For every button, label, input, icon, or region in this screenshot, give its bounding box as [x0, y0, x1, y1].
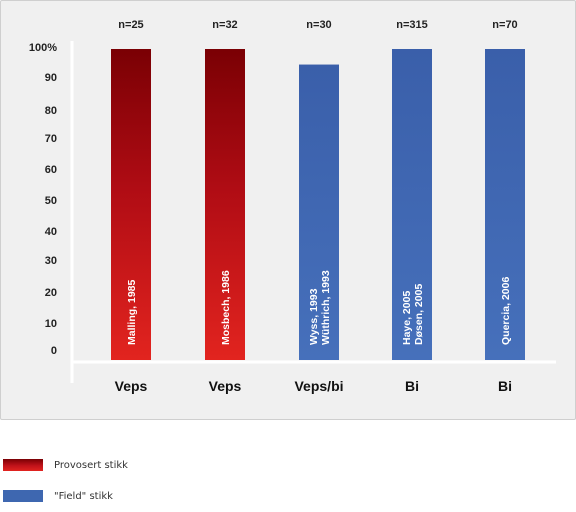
- bar: [205, 49, 245, 360]
- count-label: n=30: [306, 19, 331, 31]
- bar-reference-label: Wyss, 1993: [308, 288, 320, 345]
- y-tick-label: 20: [45, 287, 57, 299]
- bar: [299, 64, 339, 361]
- category-label: Bi: [405, 378, 419, 394]
- bar-reference-label: Quercia, 2006: [500, 277, 512, 345]
- bar-reference-label: Mosbech, 1986: [220, 270, 232, 345]
- y-tick-label: 100%: [29, 42, 57, 54]
- category-label: Veps: [115, 378, 148, 394]
- bar: [111, 49, 151, 360]
- bar-reference-label: Døsen, 2005: [413, 284, 425, 345]
- count-label: n=25: [118, 19, 143, 31]
- y-tick-label: 60: [45, 164, 57, 176]
- y-tick-label: 10: [45, 318, 57, 330]
- y-tick-label: 80: [45, 105, 57, 117]
- y-tick-label: 90: [45, 72, 57, 84]
- chart-panel: 0 10 20 30 40 50 60 70 80 90 100% n=25 Veps Malling, …: [0, 0, 576, 420]
- legend-item-provosert: Provosert stikk: [3, 458, 128, 472]
- bar: [392, 49, 432, 360]
- category-label: Veps: [209, 378, 242, 394]
- bar-reference-label: Malling, 1985: [126, 279, 138, 345]
- category-label: Veps/bi: [294, 378, 343, 394]
- legend-swatch-blue: [3, 490, 43, 502]
- count-label: n=70: [492, 19, 517, 31]
- bar-reference-label: Haye, 2005: [401, 291, 413, 345]
- count-label: n=32: [212, 19, 237, 31]
- legend-label: "Field" stikk: [54, 490, 113, 502]
- legend-swatch-red: [3, 459, 43, 471]
- y-tick-label: 30: [45, 255, 57, 267]
- bar-chart: 0 10 20 30 40 50 60 70 80 90 100% n=25 Veps Malling, …: [29, 19, 556, 394]
- bar-reference-label: Wüthrich, 1993: [320, 270, 332, 345]
- category-label: Bi: [498, 378, 512, 394]
- legend-label: Provosert stikk: [54, 459, 128, 471]
- y-tick-label: 50: [45, 195, 57, 207]
- y-tick-label: 0: [51, 345, 57, 357]
- bar: [485, 49, 525, 360]
- legend-item-field: "Field" stikk: [3, 489, 113, 503]
- y-tick-label: 70: [45, 133, 57, 145]
- count-label: n=315: [396, 19, 428, 31]
- y-tick-label: 40: [45, 226, 57, 238]
